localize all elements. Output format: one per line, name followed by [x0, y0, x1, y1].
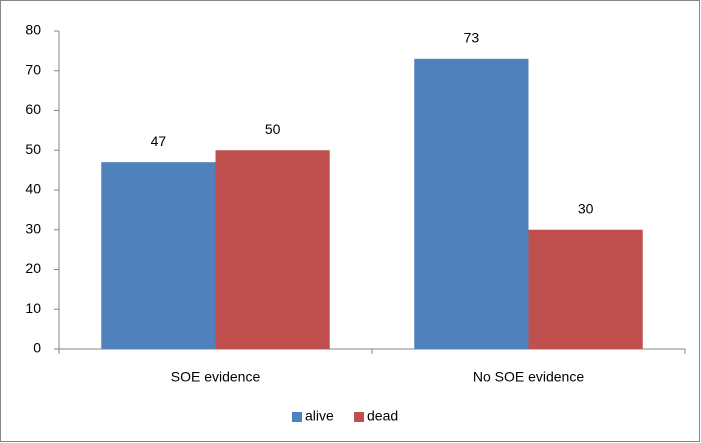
y-tick-label: 40: [25, 181, 41, 197]
data-label: 50: [265, 121, 281, 137]
y-tick-label: 70: [25, 61, 41, 77]
bar: [414, 58, 529, 349]
data-label: 30: [578, 200, 594, 216]
bar: [101, 162, 216, 349]
x-tick-label: No SOE evidence: [473, 369, 584, 385]
y-tick-label: 20: [25, 260, 41, 276]
y-tick-label: 0: [33, 340, 41, 356]
y-tick-label: 10: [25, 300, 41, 316]
legend-label: alive: [305, 408, 334, 424]
legend-label: dead: [367, 408, 398, 424]
y-tick-label: 50: [25, 141, 41, 157]
bar: [215, 150, 330, 349]
bar: [528, 229, 643, 349]
data-label: 73: [464, 30, 480, 46]
x-tick-label: SOE evidence: [171, 369, 261, 385]
data-label: 47: [151, 133, 167, 149]
legend-swatch: [292, 412, 302, 422]
legend-swatch: [354, 412, 364, 422]
y-tick-label: 30: [25, 220, 41, 236]
y-tick-label: 80: [25, 22, 41, 38]
y-tick-label: 60: [25, 101, 41, 117]
